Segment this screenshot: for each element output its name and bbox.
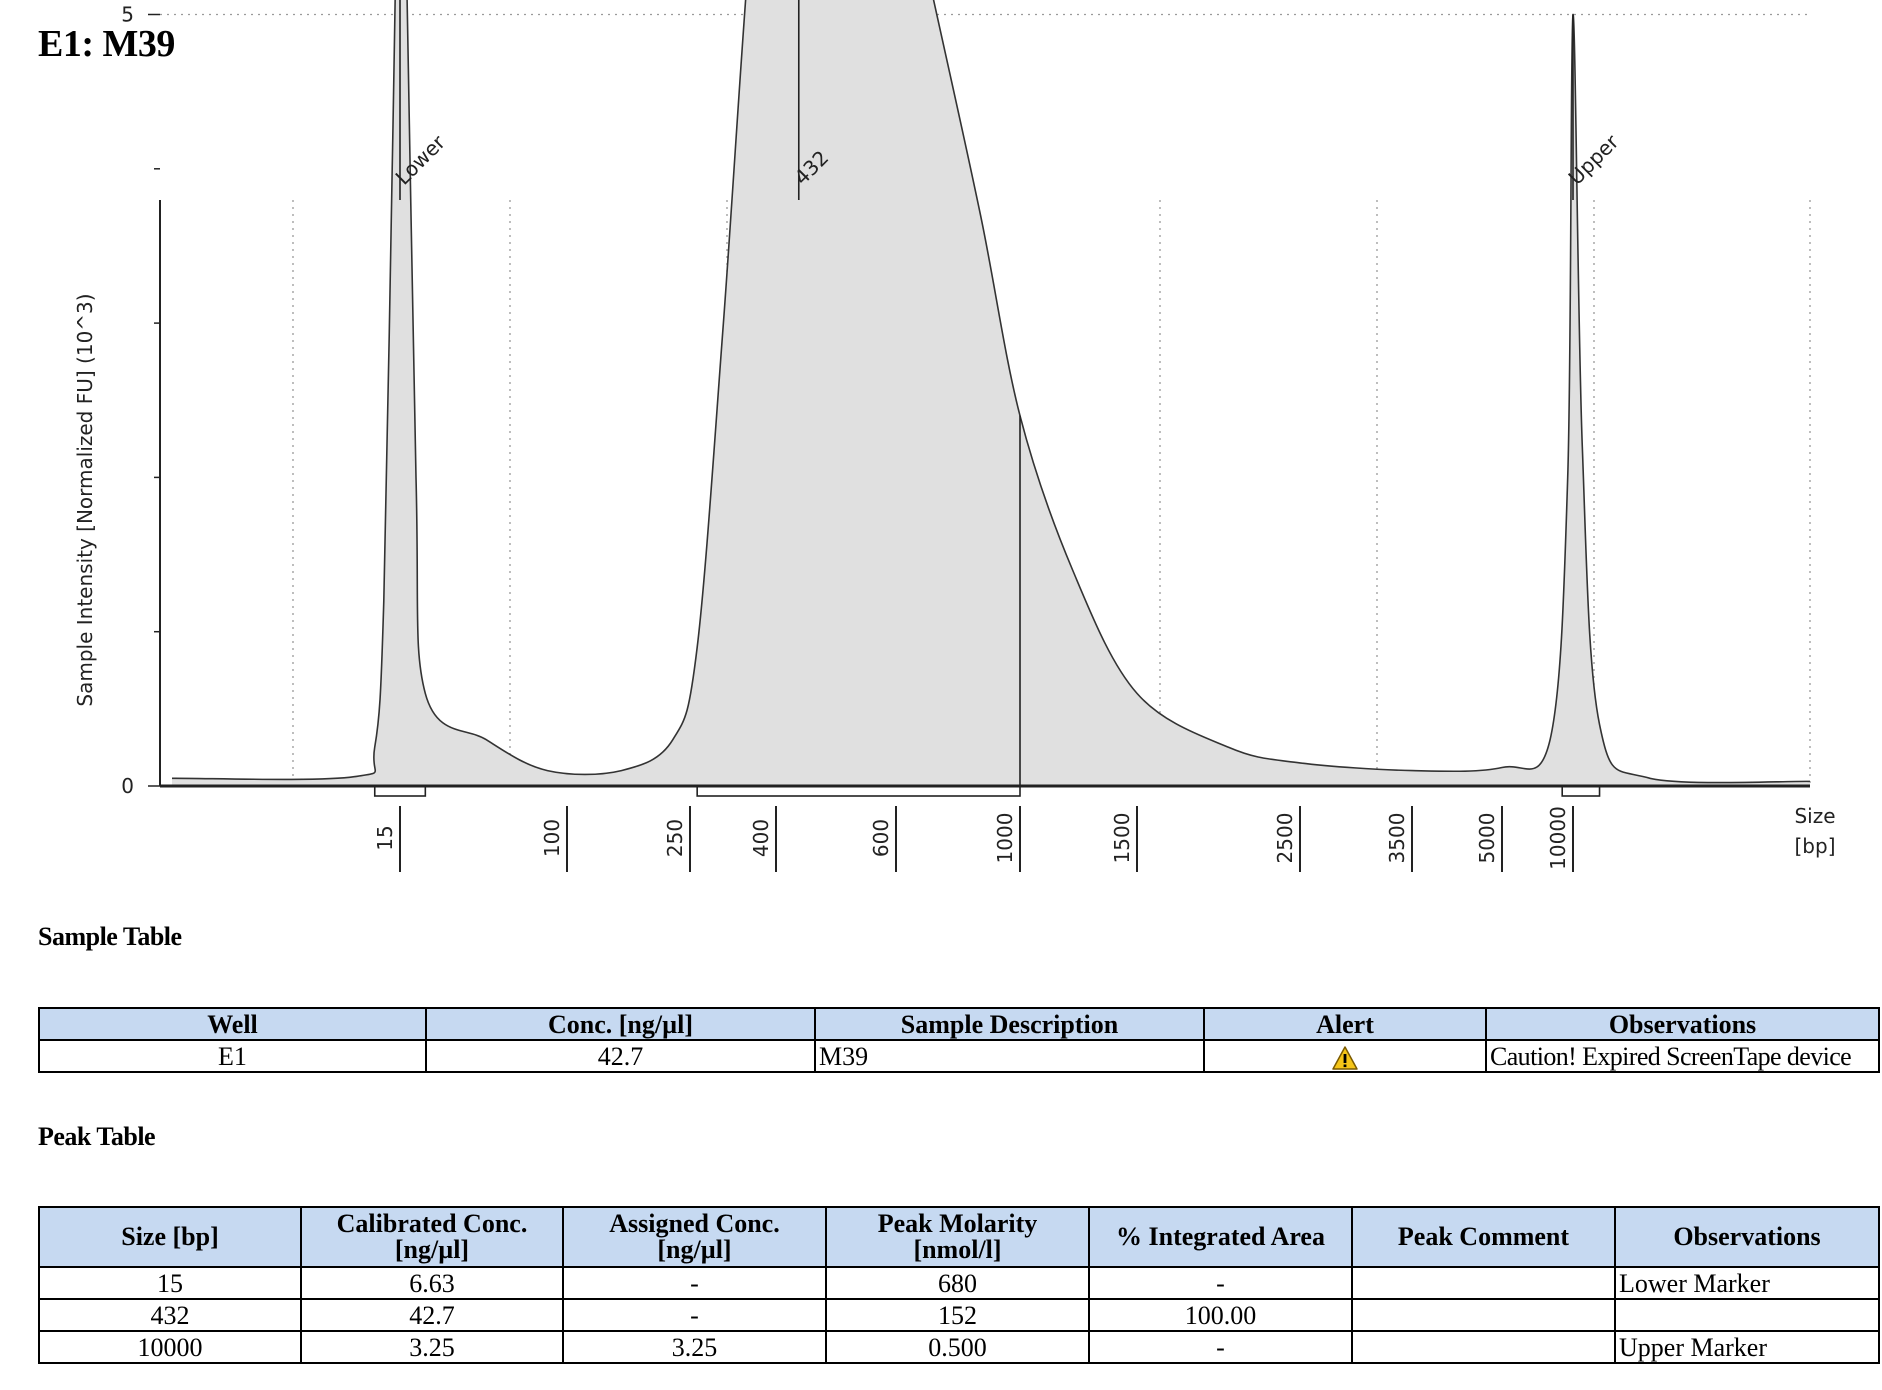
cell-conc: 42.7 (425, 1038, 816, 1074)
cell-peak-comment (1351, 1330, 1616, 1364)
cell-peak-molarity: 152 (825, 1298, 1090, 1332)
cell-assigned-conc: 3.25 (562, 1330, 827, 1364)
header-assigned-conc: Assigned Conc. [ng/µl] (562, 1206, 827, 1268)
x-tick-label: 10000 (1546, 806, 1570, 870)
cell-peak-molarity: 0.500 (825, 1330, 1090, 1364)
trace-fill (172, 0, 1810, 786)
sample-table-title: Sample Table (38, 922, 182, 951)
cell-peak-comment (1351, 1266, 1616, 1300)
header-size: Size [bp] (38, 1206, 302, 1268)
cell-size: 432 (38, 1298, 302, 1332)
cell-observations: Lower Marker (1614, 1266, 1880, 1300)
peak-table: Size [bp] Calibrated Conc. [ng/µl] Assigned… (38, 1206, 1880, 1364)
header-alert: Alert (1203, 1007, 1487, 1041)
cell-observations: Caution! Expired ScreenTape device (1485, 1038, 1880, 1074)
table-row: 15 6.63-680- Lower Marker (38, 1266, 1880, 1300)
cell-integrated-area: 100.00 (1088, 1298, 1353, 1332)
x-tick-label: 400 (749, 819, 773, 857)
trace (171, 0, 1811, 797)
trace-line (171, 0, 1811, 784)
x-tick-label: 3500 (1385, 813, 1409, 864)
table-row: E1 42.7 M39 Caution! Expired ScreenTape … (38, 1038, 1880, 1074)
header-peak-comment: Peak Comment (1351, 1206, 1616, 1268)
y-tick-label: 0 (121, 774, 134, 798)
cell-integrated-area: - (1088, 1330, 1353, 1364)
ticks: 0510151510025040060010001500250035005000… (121, 3, 1574, 872)
x-tick-label: 5000 (1475, 813, 1499, 864)
peak-table-header: Size [bp] Calibrated Conc. [ng/µl] Assigned… (38, 1206, 1880, 1268)
header-well: Well (38, 1007, 427, 1041)
peak-table-title: Peak Table (38, 1122, 156, 1151)
peak-markers: Lower 432 Upper (391, 0, 1624, 200)
y-tick-label: 5 (121, 3, 134, 27)
cell-size: 10000 (38, 1330, 302, 1364)
cell-assigned-conc: - (562, 1266, 827, 1300)
table-row: 10000 3.25 3.25 0.500- Upper Marker (38, 1330, 1880, 1364)
x-tick-label: 15 (373, 825, 397, 850)
warning-triangle-icon (1332, 1046, 1358, 1070)
header-calibrated-conc: Calibrated Conc. [ng/µl] (300, 1206, 564, 1268)
x-axis-unit: [bp] (1795, 834, 1836, 858)
header-observations: Observations (1485, 1007, 1880, 1041)
cell-alert (1203, 1038, 1487, 1074)
header-sample-description: Sample Description (814, 1007, 1205, 1041)
cell-description: M39 (814, 1038, 1205, 1074)
cell-calibrated-conc: 6.63 (300, 1266, 564, 1300)
cell-peak-comment (1351, 1298, 1616, 1332)
x-tick-label: 2500 (1273, 813, 1297, 864)
x-tick-label: 600 (869, 819, 893, 857)
page-title: E1: M39 (38, 23, 175, 65)
cell-observations (1614, 1298, 1880, 1332)
sample-table-header: Well Conc. [ng/µl] Sample Description Al… (38, 1007, 1880, 1041)
x-tick-label: 250 (663, 819, 687, 857)
header-observations: Observations (1614, 1206, 1880, 1268)
grid (160, 13, 1811, 786)
header-integrated-area: % Integrated Area (1088, 1206, 1353, 1268)
axes (159, 200, 1810, 788)
cell-integrated-area: - (1088, 1266, 1353, 1300)
cell-peak-molarity: 680 (825, 1266, 1090, 1300)
table-row: 432 42.7-152 100.00 (38, 1298, 1880, 1332)
sample-table: Well Conc. [ng/µl] Sample Description Al… (38, 1007, 1880, 1074)
cell-observations: Upper Marker (1614, 1330, 1880, 1364)
cell-calibrated-conc: 42.7 (300, 1298, 564, 1332)
x-tick-label: 1000 (993, 813, 1017, 864)
cell-assigned-conc: - (562, 1298, 827, 1332)
header-conc: Conc. [ng/µl] (425, 1007, 816, 1041)
x-tick-label: 100 (540, 819, 564, 857)
cell-size: 15 (38, 1266, 302, 1300)
cell-calibrated-conc: 3.25 (300, 1330, 564, 1364)
x-axis-label: Size (1794, 804, 1835, 828)
electropherogram-chart: 0510151510025040060010001500250035005000… (73, 0, 1836, 872)
y-axis-label: Sample Intensity [Normalized FU] (10^3) (73, 293, 97, 706)
x-tick-label: 1500 (1110, 813, 1134, 864)
cell-well: E1 (38, 1038, 427, 1074)
header-peak-molarity: Peak Molarity [nmol/l] (825, 1206, 1090, 1268)
